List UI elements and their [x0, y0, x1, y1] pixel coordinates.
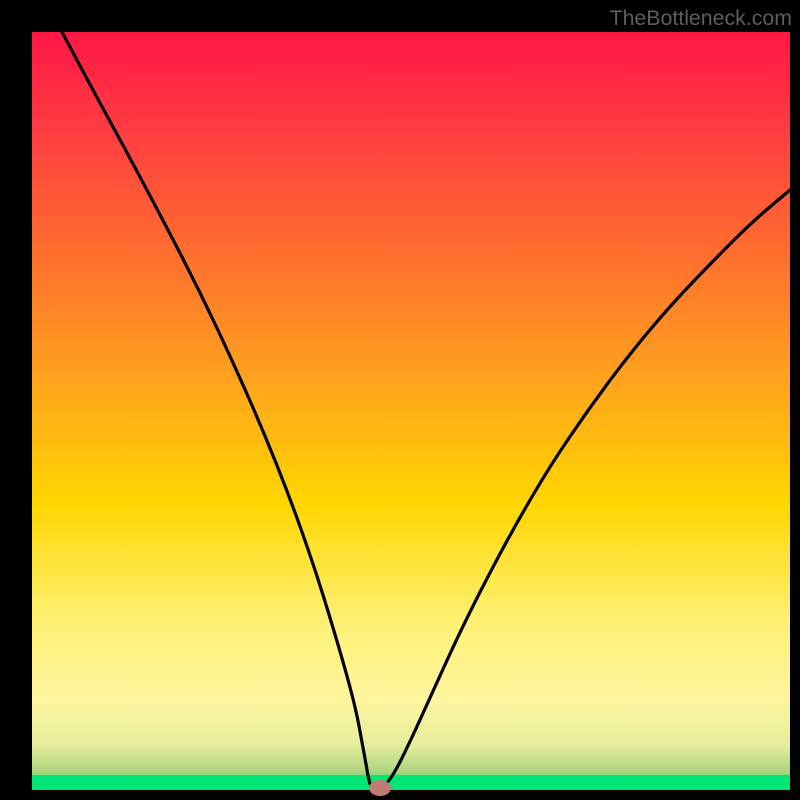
minimum-marker — [369, 780, 391, 796]
plot-gradient-background — [32, 32, 790, 790]
chart-stage: TheBottleneck.com — [0, 0, 800, 800]
green-bottom-strip — [32, 775, 790, 790]
watermark-text: TheBottleneck.com — [610, 6, 792, 31]
